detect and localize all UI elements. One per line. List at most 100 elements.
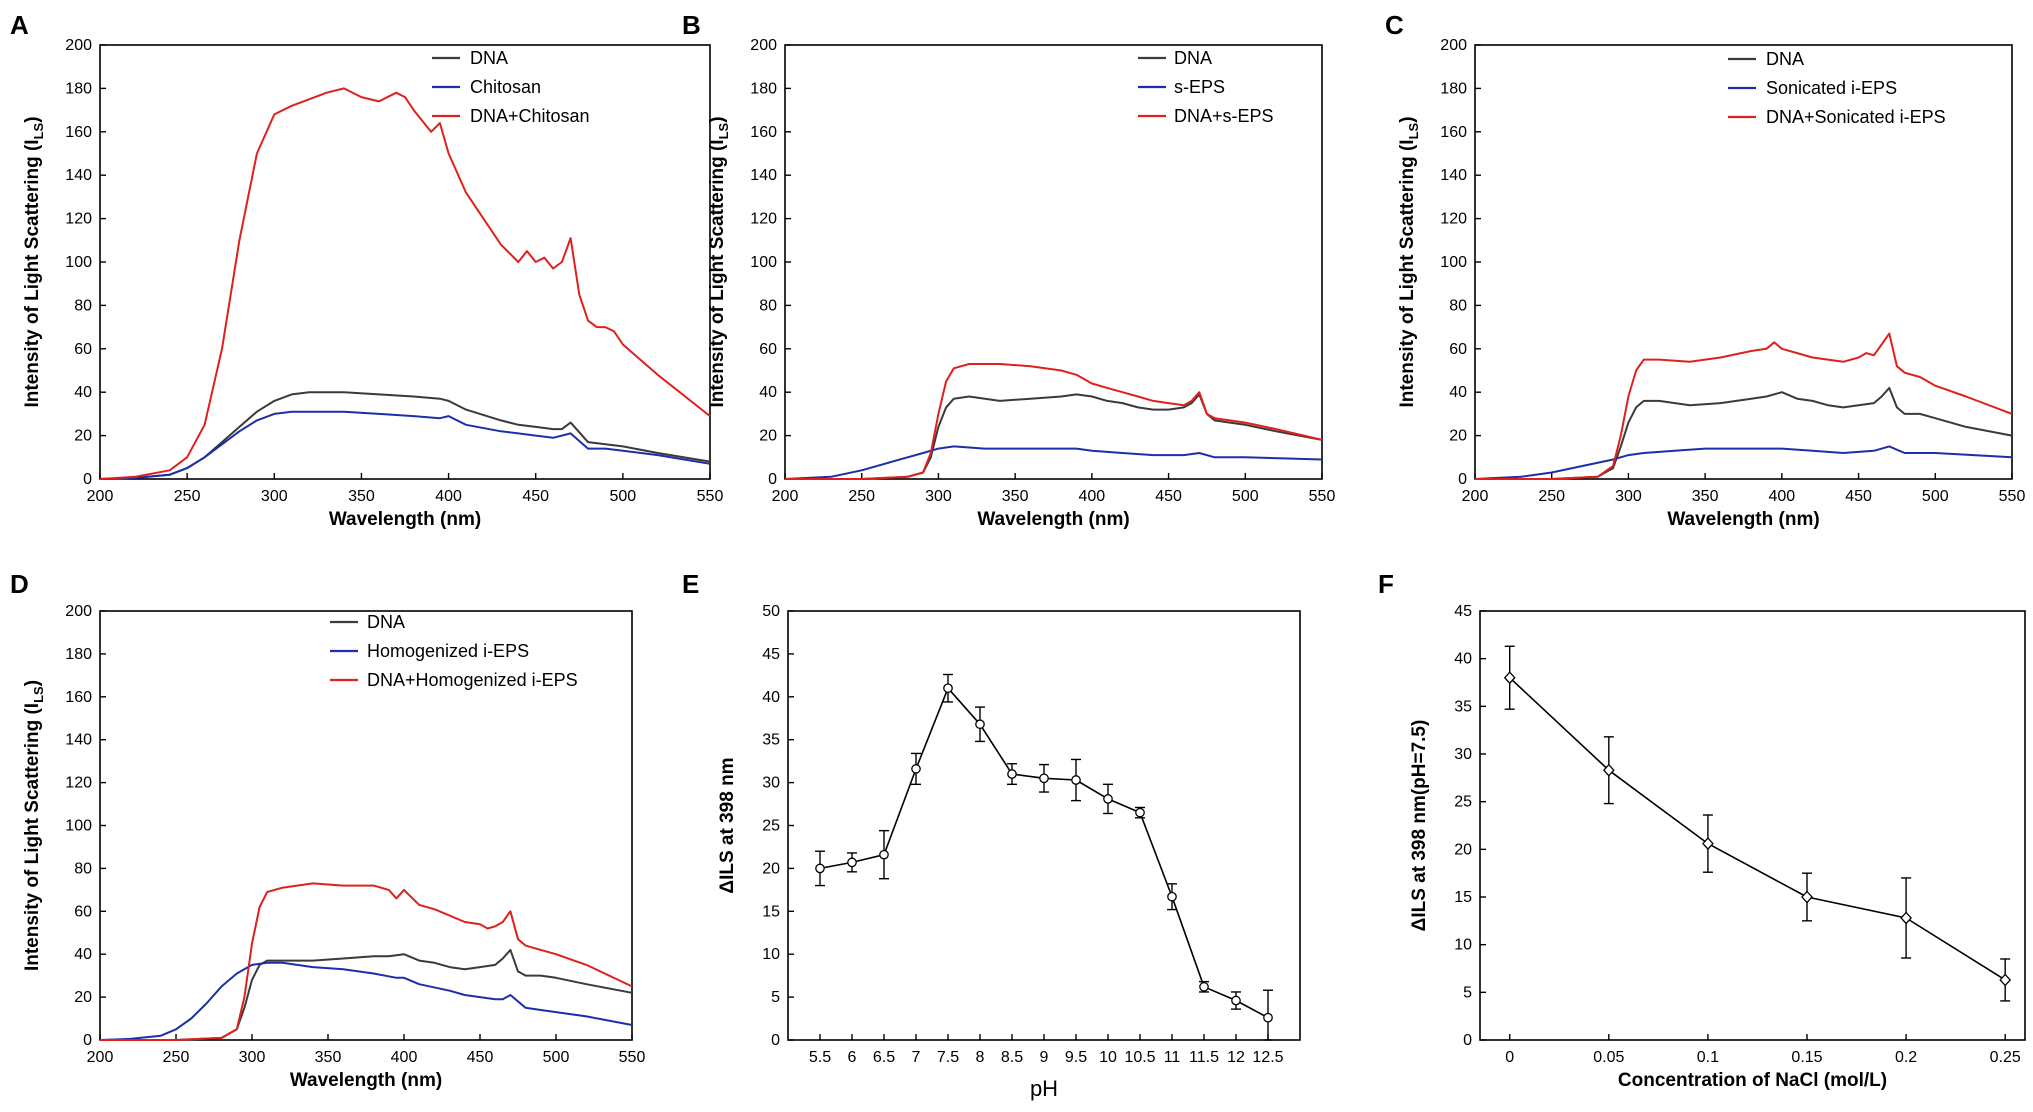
y-tick-label: 10 <box>1454 937 1472 954</box>
data-point <box>1263 1012 1273 1023</box>
y-tick-label: 0 <box>768 471 777 488</box>
x-tick-label: 300 <box>261 488 288 505</box>
data-point <box>1900 911 1912 925</box>
series-line-dna-homogenized-i-eps <box>100 882 633 1041</box>
panel-letter: F <box>1378 569 1394 599</box>
y-tick-label: 200 <box>750 37 777 54</box>
panel-letter: C <box>1385 10 1404 40</box>
legend-label: DNA <box>367 612 405 632</box>
x-axis-title: Concentration of NaCl (mol/L) <box>1618 1070 1887 1091</box>
y-tick-label: 45 <box>762 646 780 663</box>
x-tick-label: 0 <box>1505 1049 1514 1066</box>
y-axis-title: Intensity of Light Scattering (ILS) <box>707 116 731 407</box>
x-tick-label: 250 <box>848 488 875 505</box>
y-axis-title: ΔILS at 398 nm <box>717 757 738 893</box>
x-tick-label: 0.2 <box>1895 1049 1917 1066</box>
y-tick-label: 0 <box>1458 471 1467 488</box>
data-point <box>1231 995 1241 1006</box>
x-tick-label: 200 <box>87 488 114 505</box>
x-tick-label: 500 <box>610 488 637 505</box>
series-line--ils <box>1509 677 2006 981</box>
data-point <box>1702 837 1714 851</box>
y-tick-label: 40 <box>762 689 780 706</box>
x-tick-label: 10.5 <box>1124 1049 1155 1066</box>
legend-label: DNA <box>1174 48 1212 68</box>
x-tick-label: 550 <box>1999 488 2026 505</box>
data-point <box>1503 671 1516 685</box>
legend: DNA Sonicated i-EPS DNA+Sonicated i-EPS <box>1728 49 1946 127</box>
y-tick-label: 40 <box>1454 651 1472 668</box>
legend-label: Chitosan <box>470 77 541 97</box>
y-tick-label: 100 <box>65 818 92 835</box>
x-tick-label: 450 <box>1155 488 1182 505</box>
x-tick-label: 11 <box>1164 1049 1181 1066</box>
x-tick-label: 200 <box>1462 488 1489 505</box>
x-tick-label: 400 <box>391 1049 418 1066</box>
y-tick-label: 60 <box>759 341 777 358</box>
series-line-dna-chitosan <box>99 87 711 480</box>
data-point <box>879 849 889 860</box>
data-point <box>815 863 825 874</box>
x-tick-label: 9 <box>1040 1049 1049 1066</box>
legend: DNA s-EPS DNA+s-EPS <box>1138 48 1274 126</box>
series-line-dna <box>1475 386 2013 480</box>
y-tick-label: 80 <box>74 860 92 877</box>
y-tick-label: 80 <box>759 297 777 314</box>
y-axis-title: Intensity of Light Scattering (ILS) <box>22 680 46 971</box>
x-tick-label: 200 <box>772 488 799 505</box>
chart-panel-a: A 0 20 40 60 80 100 120 140 160 180 200 200 250 300 350… <box>10 10 723 530</box>
data-point <box>847 857 857 868</box>
y-tick-label: 45 <box>1454 603 1472 620</box>
x-tick-label: 0.05 <box>1593 1049 1624 1066</box>
x-tick-label: 7 <box>912 1049 921 1066</box>
data-point <box>1103 794 1113 804</box>
y-tick-label: 100 <box>1440 254 1467 271</box>
y-tick-label: 180 <box>65 80 92 97</box>
y-tick-label: 160 <box>750 124 777 141</box>
y-tick-label: 140 <box>65 167 92 184</box>
y-axis-title: Intensity of Light Scattering (ILS) <box>22 116 46 407</box>
legend-label: s-EPS <box>1174 77 1225 97</box>
legend-label: DNA+Homogenized i-EPS <box>367 670 578 690</box>
y-tick-label: 40 <box>74 384 92 401</box>
y-tick-label: 0 <box>771 1032 780 1049</box>
y-tick-label: 100 <box>750 254 777 271</box>
legend-label: DNA <box>1766 49 1804 69</box>
y-tick-label: 60 <box>74 341 92 358</box>
legend-label: DNA+Chitosan <box>470 106 590 126</box>
y-tick-label: 15 <box>1454 889 1472 906</box>
data-point <box>1199 981 1209 992</box>
x-tick-label: 500 <box>1922 488 1949 505</box>
x-tick-label: 450 <box>1845 488 1872 505</box>
x-tick-label: 9.5 <box>1065 1049 1087 1066</box>
series-line-dna <box>100 948 633 1041</box>
y-tick-label: 40 <box>74 946 92 963</box>
x-tick-label: 450 <box>467 1049 494 1066</box>
chart-panel-e: E 0 5 10 15 20 25 30 35 40 45 50 5.5 6 6.5 7 7.5 8 8.5 9 9.5… <box>682 569 1301 1101</box>
y-tick-label: 120 <box>65 211 92 228</box>
x-tick-label: 12 <box>1227 1049 1245 1066</box>
data-point <box>975 719 985 730</box>
x-tick-label: 250 <box>163 1049 190 1066</box>
x-tick-label: 350 <box>315 1049 342 1066</box>
x-tick-label: 12.5 <box>1252 1049 1283 1066</box>
y-tick-label: 25 <box>762 818 780 835</box>
x-tick-label: 5.5 <box>809 1049 831 1066</box>
series-line-sonicated-i-eps <box>1474 445 2013 480</box>
x-tick-label: 250 <box>1538 488 1565 505</box>
x-tick-label: 10 <box>1099 1049 1117 1066</box>
y-tick-label: 160 <box>65 124 92 141</box>
series-line-homogenized-i-eps <box>99 961 633 1041</box>
y-tick-label: 80 <box>1449 297 1467 314</box>
y-tick-label: 180 <box>750 80 777 97</box>
y-tick-label: 20 <box>759 428 777 445</box>
x-tick-label: 550 <box>1309 488 1336 505</box>
x-tick-label: 0.15 <box>1791 1049 1822 1066</box>
data-point <box>1999 973 2012 987</box>
legend-label: Sonicated i-EPS <box>1766 78 1897 98</box>
x-tick-label: 400 <box>1769 488 1796 505</box>
y-tick-label: 20 <box>74 989 92 1006</box>
data-point <box>1602 763 1615 777</box>
legend: DNA Homogenized i-EPS DNA+Homogenized i-EP… <box>330 612 578 690</box>
